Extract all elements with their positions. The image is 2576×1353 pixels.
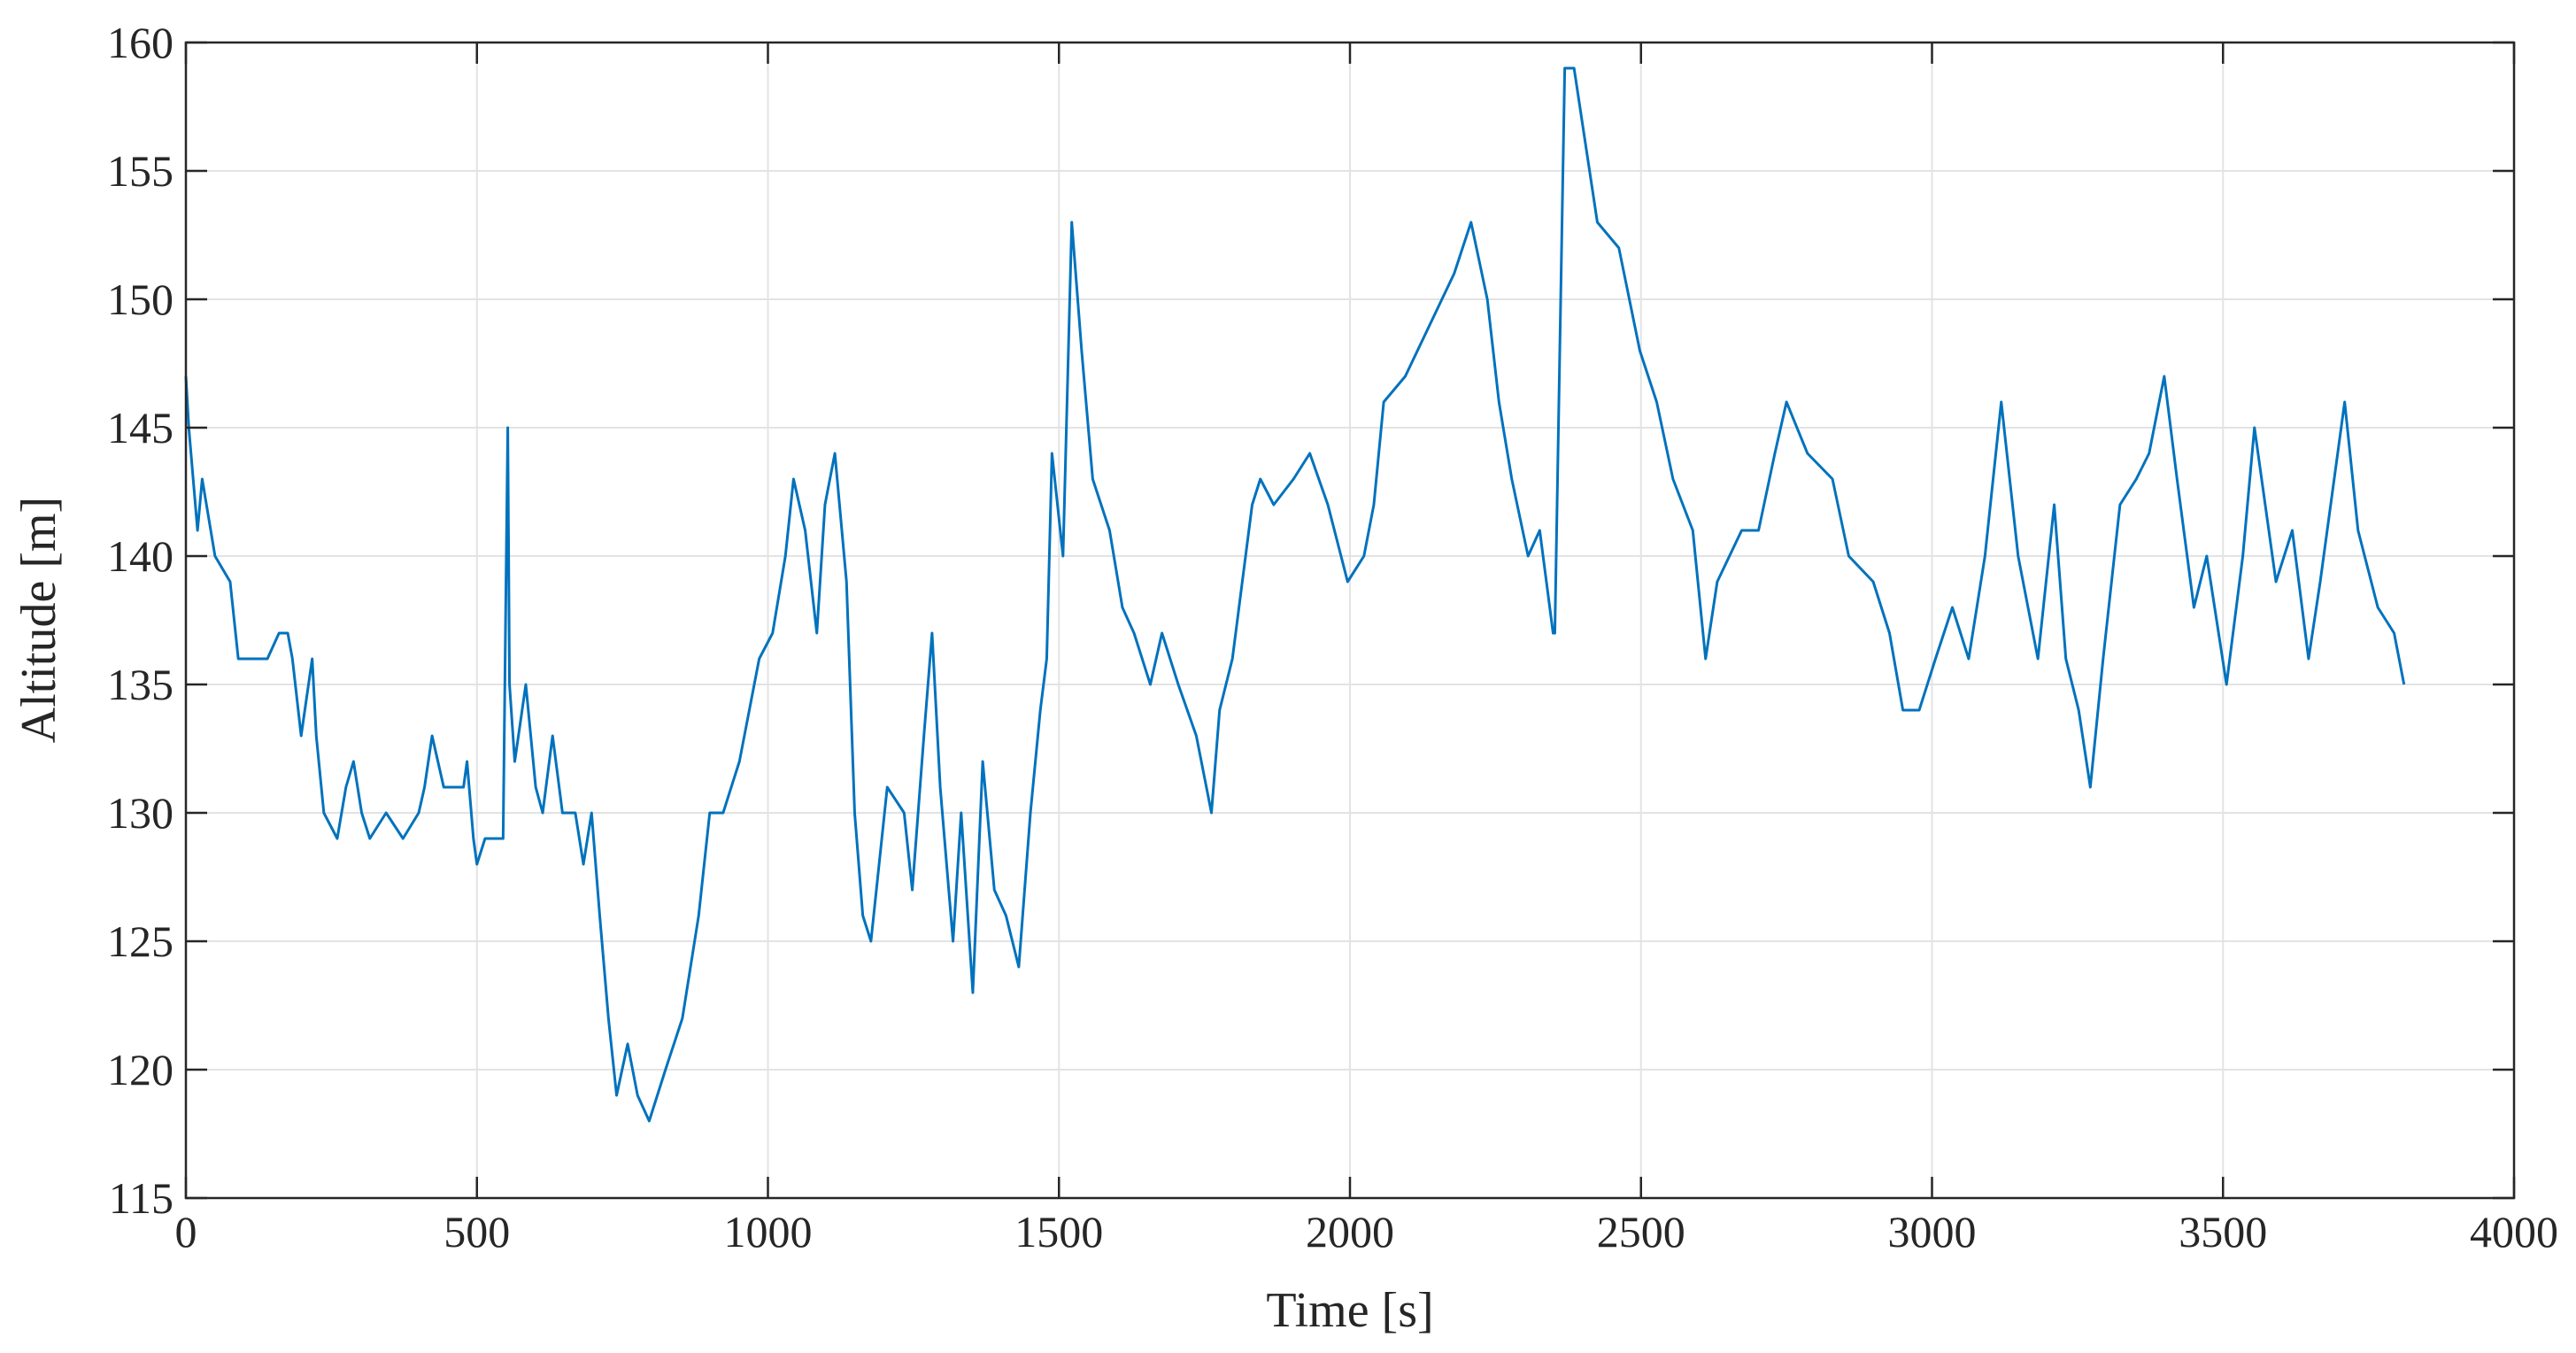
x-tick-label: 4000 [2470,1207,2558,1256]
y-tick-label: 140 [107,531,174,581]
grid [185,42,2515,1199]
x-tick-label: 0 [175,1207,197,1256]
y-tick-label: 130 [107,788,174,838]
x-tick-label: 3000 [1888,1207,1977,1256]
plot-area [184,66,2406,1123]
data-line [184,66,2406,1123]
x-tick-label: 2500 [1597,1207,1685,1256]
y-tick-label: 135 [107,660,174,709]
y-tick-label: 115 [109,1173,174,1223]
y-tick-label: 125 [107,916,174,966]
y-axis-label: Altitude [m] [12,497,66,743]
y-tick-label: 160 [107,18,174,67]
x-tick-label: 1500 [1014,1207,1103,1256]
x-tick-label: 2000 [1306,1207,1394,1256]
y-tick-label: 150 [107,274,174,324]
y-tick-label: 155 [107,146,174,196]
y-tick-label: 145 [107,403,174,452]
x-tick-label: 500 [443,1207,510,1256]
ticks: 0 500 1000 1500 2000 2500 3000 3500 4000 115 120 12… [107,18,2558,1256]
y-tick-label: 120 [107,1045,174,1094]
x-tick-label: 3500 [2179,1207,2267,1256]
x-tick-label: 1000 [724,1207,813,1256]
x-axis-label: Time [s] [1266,1283,1433,1338]
